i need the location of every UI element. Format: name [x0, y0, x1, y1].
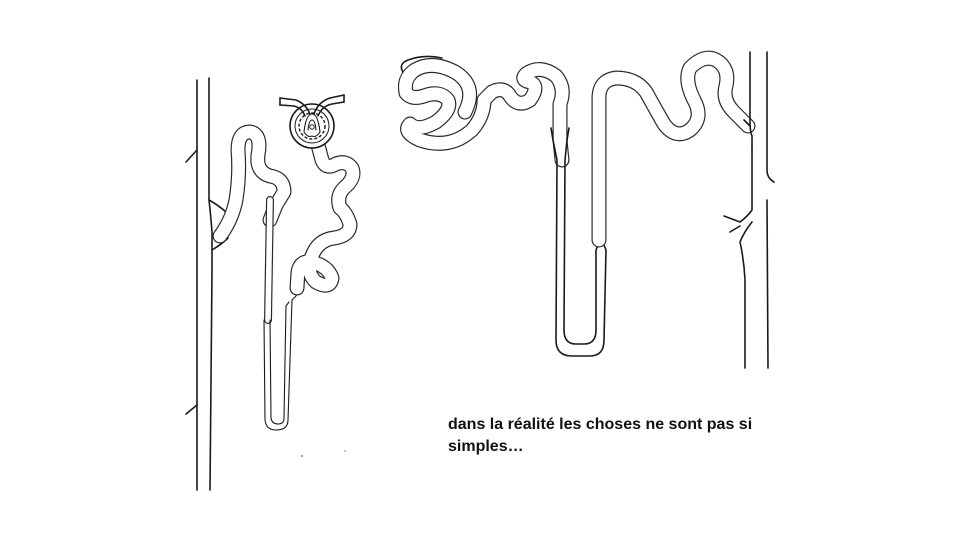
loop-of-henle-right — [550, 127, 607, 357]
slide-caption: dans la réalité les choses ne sont pas s… — [448, 416, 753, 455]
collecting-duct-right — [723, 51, 775, 369]
ascending-limb-thick — [264, 196, 274, 324]
distal-convoluted-tubule — [212, 124, 292, 244]
specks — [301, 450, 346, 457]
loop-of-henle-left — [263, 284, 299, 431]
collecting-duct-left — [185, 77, 229, 491]
glomerulus — [289, 103, 335, 149]
proximal-convoluted-tubule — [289, 137, 361, 296]
arterioles — [279, 94, 345, 117]
capsule-opening — [400, 55, 443, 73]
nephron-detailed-drawing — [185, 77, 361, 491]
ascending-limb-right — [591, 50, 756, 248]
nephron-tubule-outline — [397, 58, 570, 168]
nephron-simplified-drawing — [397, 50, 775, 369]
